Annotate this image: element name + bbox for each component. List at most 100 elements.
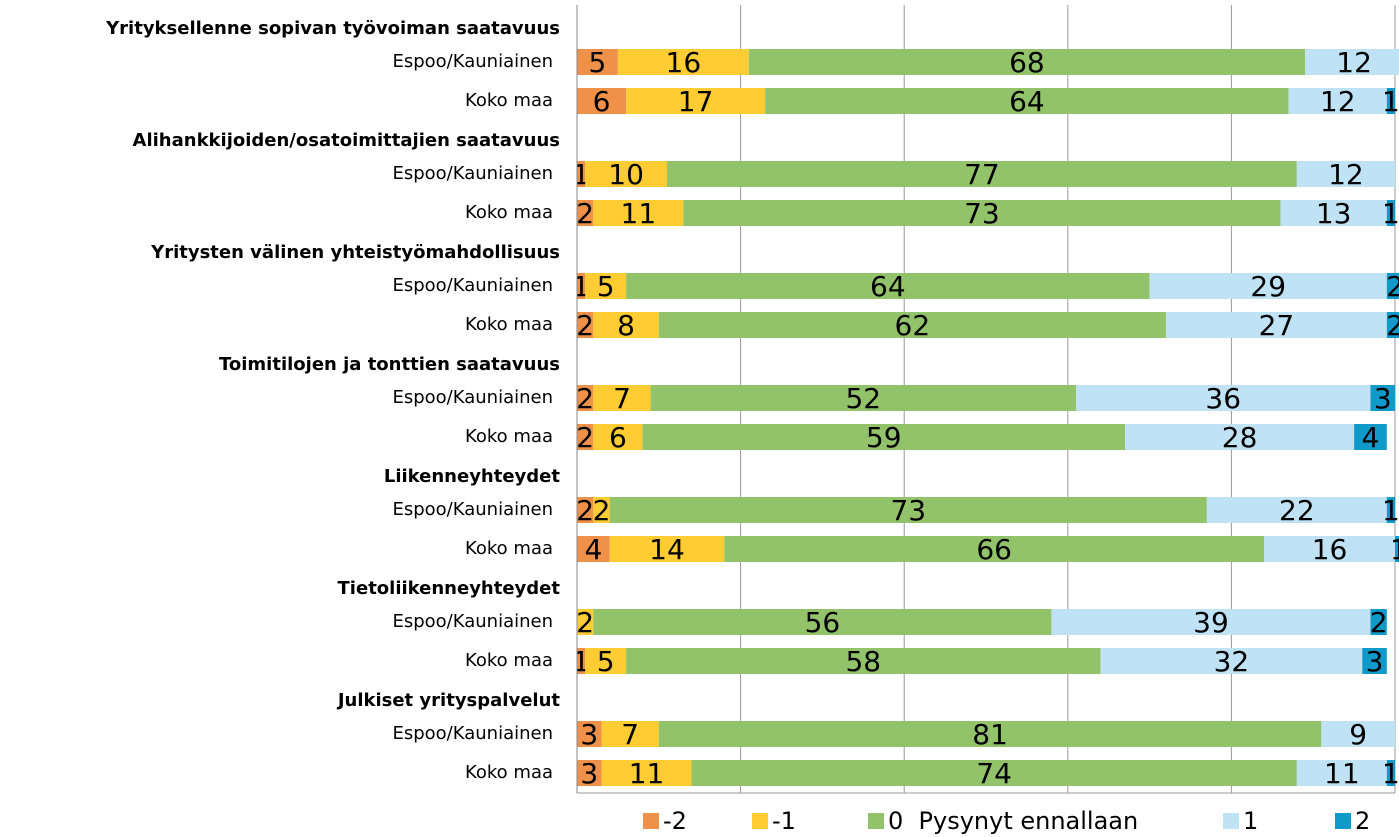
bar-segment xyxy=(650,385,1076,411)
bar-segment xyxy=(1354,424,1387,450)
legend-label: 0 Pysynyt ennallaan xyxy=(888,807,1138,835)
data-label: 29 xyxy=(1250,270,1286,303)
category-label: Espoo/Kauniainen xyxy=(392,387,553,408)
bar-segment xyxy=(577,424,594,450)
data-label: 11 xyxy=(629,757,665,790)
group-label: Toimitilojen ja tonttien saatavuus xyxy=(219,354,560,375)
bar-segment xyxy=(1362,648,1387,674)
bar-segment xyxy=(1165,312,1387,338)
bar-segment xyxy=(609,536,725,562)
data-label: 3 xyxy=(580,757,598,790)
data-label: 2 xyxy=(576,606,594,639)
data-label: 12 xyxy=(1328,158,1364,191)
bar-segment xyxy=(1305,49,1399,75)
bar-segment xyxy=(1149,273,1387,299)
category-label: Espoo/Kauniainen xyxy=(392,499,553,520)
data-label: 12 xyxy=(1320,85,1356,118)
bar-segment xyxy=(1288,88,1387,114)
data-label: 2 xyxy=(576,421,594,454)
bar-segment xyxy=(617,49,749,75)
data-label: 10 xyxy=(608,158,644,191)
data-label: 39 xyxy=(1193,606,1229,639)
group-label: Tietoliikenneyhteydet xyxy=(338,578,561,599)
bar-segment xyxy=(1386,200,1395,226)
data-label: 7 xyxy=(621,718,639,751)
data-label: 17 xyxy=(678,85,714,118)
legend-swatch xyxy=(1335,813,1351,829)
group-label: Julkiset yrityspalvelut xyxy=(336,690,561,711)
data-label: 2 xyxy=(576,309,594,342)
bar-segment xyxy=(1125,424,1355,450)
bar-segment xyxy=(1296,161,1395,187)
data-label: 58 xyxy=(845,645,881,678)
bar-segment xyxy=(1075,385,1371,411)
data-label: 77 xyxy=(964,158,1000,191)
data-label: 12 xyxy=(1336,46,1372,79)
data-label: 4 xyxy=(1362,421,1380,454)
data-label: 64 xyxy=(870,270,906,303)
data-label: 5 xyxy=(597,270,615,303)
legend-swatch xyxy=(868,813,884,829)
category-label: Koko maa xyxy=(465,762,553,783)
bar-segment xyxy=(585,161,667,187)
data-label: 28 xyxy=(1222,421,1258,454)
category-label: Espoo/Kauniainen xyxy=(392,275,553,296)
bar-segment xyxy=(593,424,643,450)
bar-segment xyxy=(642,424,1126,450)
category-label: Espoo/Kauniainen xyxy=(392,51,553,72)
category-label: Espoo/Kauniainen xyxy=(392,163,553,184)
bar-segment xyxy=(577,385,594,411)
plot-area: 5 16 68 126 17 64 12 11 10 77 122 11 73 13 11 5 64 29 22 8 6… xyxy=(576,5,1399,793)
bar-segment xyxy=(765,88,1289,114)
bar-segment xyxy=(666,161,1297,187)
bar-segment xyxy=(1386,273,1399,299)
bar-segment xyxy=(585,273,627,299)
bar-segment xyxy=(577,161,586,187)
data-label: 3 xyxy=(1374,382,1392,415)
data-label: 3 xyxy=(1366,645,1384,678)
data-label: 73 xyxy=(964,197,1000,230)
data-label: 2 xyxy=(576,382,594,415)
data-label: 27 xyxy=(1259,309,1295,342)
data-label: 11 xyxy=(621,197,657,230)
bar-segment xyxy=(609,497,1207,523)
data-label: 6 xyxy=(593,85,611,118)
data-label: 64 xyxy=(1009,85,1045,118)
category-label: Koko maa xyxy=(465,538,553,559)
bar-segment xyxy=(1370,609,1387,635)
category-label: Koko maa xyxy=(465,426,553,447)
data-label: 7 xyxy=(613,382,631,415)
data-label: 2 xyxy=(1370,606,1388,639)
data-label: 9 xyxy=(1349,718,1367,751)
bar-segment xyxy=(593,497,610,523)
category-label: Koko maa xyxy=(465,202,553,223)
bar-segment xyxy=(577,312,594,338)
bar-segment xyxy=(593,609,1052,635)
bar-segment xyxy=(1100,648,1363,674)
data-label: 1 xyxy=(1390,533,1399,566)
legend-swatch xyxy=(752,813,768,829)
bar-segment xyxy=(1280,200,1387,226)
bar-segment xyxy=(1386,312,1399,338)
data-label: 2 xyxy=(593,494,611,527)
data-label: 6 xyxy=(609,421,627,454)
data-label: 36 xyxy=(1205,382,1241,415)
bar-segment xyxy=(748,49,1306,75)
data-label: 2 xyxy=(1386,270,1399,303)
group-label: Yritysten välinen yhteistyömahdollisuus xyxy=(150,242,560,263)
data-label: 74 xyxy=(976,757,1012,790)
bar-segment xyxy=(1386,497,1395,523)
bar-segment xyxy=(658,721,1322,747)
data-label: 2 xyxy=(576,494,594,527)
bar-segment xyxy=(626,648,1101,674)
bar-segment xyxy=(1206,497,1387,523)
category-label: Espoo/Kauniainen xyxy=(392,611,553,632)
data-label: 2 xyxy=(576,197,594,230)
bar-segment xyxy=(577,49,618,75)
bar-segment xyxy=(593,312,659,338)
bar-segment xyxy=(691,760,1297,786)
bar-segment xyxy=(577,648,586,674)
data-label: 1 xyxy=(1382,494,1399,527)
data-label: 32 xyxy=(1214,645,1250,678)
